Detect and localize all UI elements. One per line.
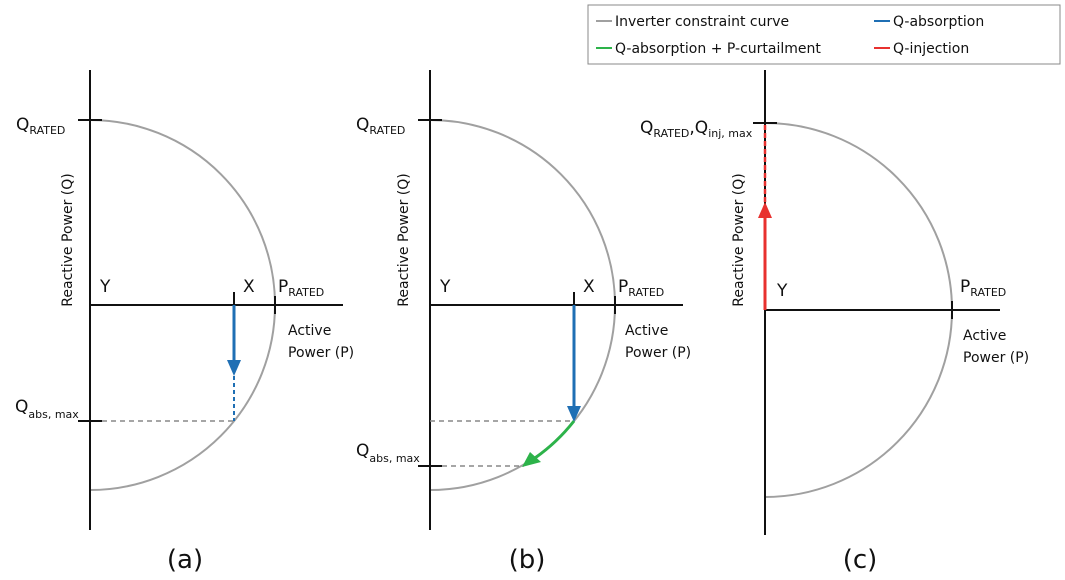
label: QRATED (356, 115, 405, 137)
legend-label: Q-absorption + P-curtailment (615, 41, 821, 57)
arrow-head (758, 202, 772, 218)
label: PRATED (618, 277, 664, 299)
x-axis-label: Power (P) (625, 345, 691, 361)
panel-c: QRATED,Qinj, max Y PRATED Active Power (… (640, 70, 1029, 575)
caption: (c) (843, 545, 878, 575)
panel-b: QRATED Qabs, max Y X PRATED Active Power… (356, 70, 691, 575)
label: X (583, 277, 595, 297)
label: Qabs, max (15, 397, 79, 421)
arrow (534, 420, 576, 460)
x-axis-label: Active (288, 323, 331, 339)
legend-label: Q-injection (893, 41, 969, 57)
label: PRATED (278, 277, 324, 299)
arrow-head (567, 406, 581, 422)
label: X (243, 277, 255, 297)
arrow-head (227, 360, 241, 376)
legend-box (587, 4, 1061, 65)
legend-label: Inverter constraint curve (615, 14, 789, 30)
y-axis-label: Reactive Power (Q) (731, 173, 747, 306)
x-axis-label: Power (P) (288, 345, 354, 361)
label: QRATED,Qinj, max (640, 118, 753, 140)
arrow-head (522, 452, 541, 467)
x-axis-label: Active (625, 323, 668, 339)
x-axis-label: Power (P) (963, 350, 1029, 366)
legend-label: Q-absorption (893, 14, 984, 30)
label: Y (439, 277, 451, 297)
label: Y (99, 277, 111, 297)
label: Y (776, 281, 788, 301)
y-axis-label: Reactive Power (Q) (396, 173, 412, 306)
label: QRATED (16, 115, 65, 137)
panel-a: QRATED Qabs, max Y X PRATED Active Power… (15, 70, 354, 575)
caption: (b) (509, 545, 546, 575)
y-axis-label: Reactive Power (Q) (60, 173, 76, 306)
x-axis-label: Active (963, 328, 1006, 344)
label: PRATED (960, 277, 1006, 299)
label: Qabs, max (356, 441, 420, 465)
caption: (a) (167, 545, 203, 575)
